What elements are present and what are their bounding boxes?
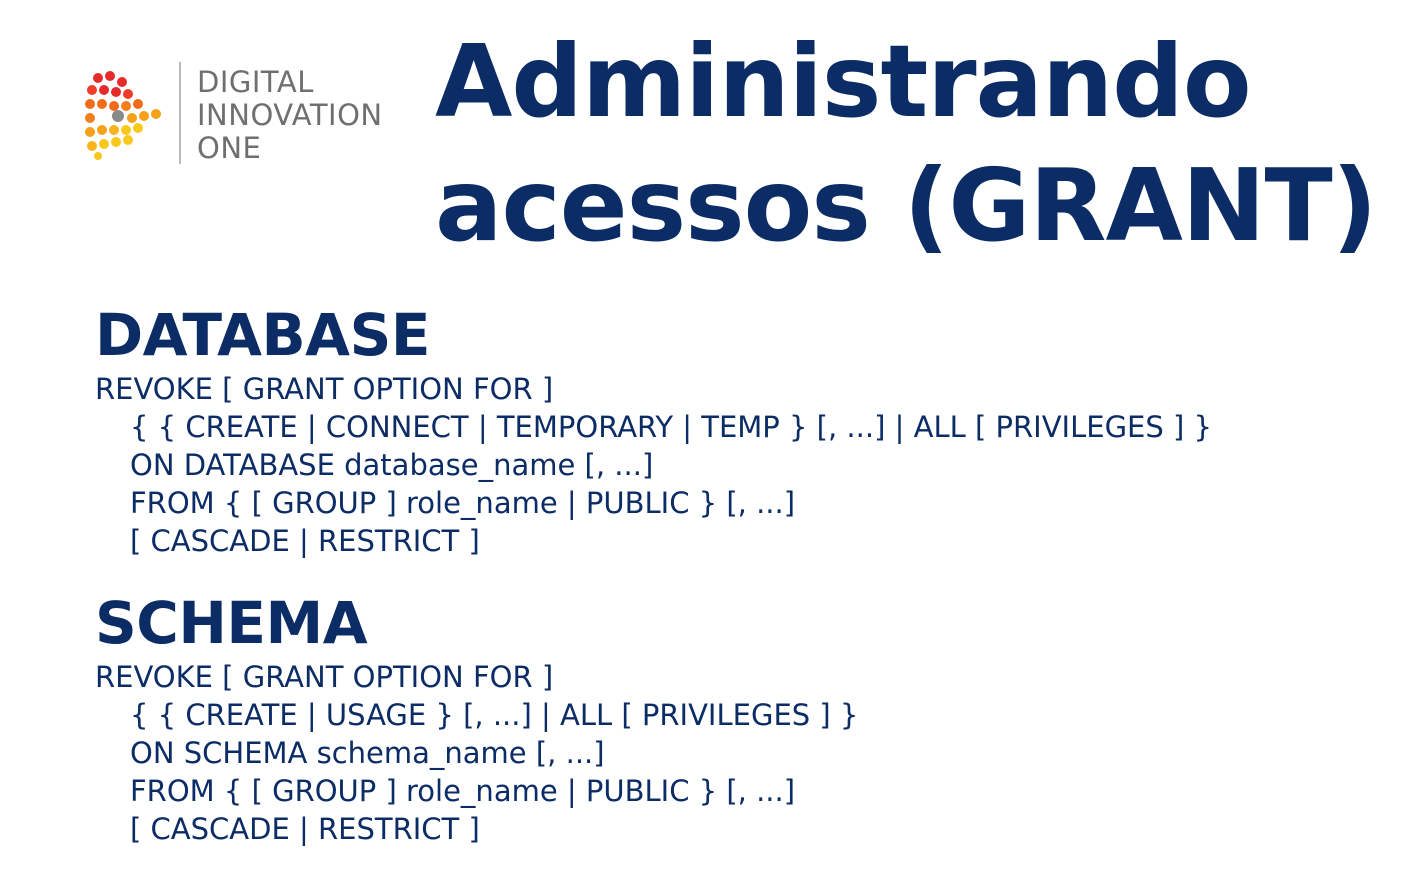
schema-heading: SCHEMA [95, 589, 368, 657]
database-syntax-line-1: REVOKE [ GRANT OPTION FOR ] [95, 372, 554, 406]
logo-text-line2: INNOVATION [197, 98, 383, 132]
logo-dots [85, 71, 161, 160]
database-section: DATABASE REVOKE [ GRANT OPTION FOR ] { {… [95, 302, 1375, 560]
database-heading: DATABASE [95, 301, 430, 369]
database-syntax-line-2: { { CREATE | CONNECT | TEMPORARY | TEMP … [130, 410, 1212, 444]
schema-syntax-line-2: { { CREATE | USAGE } [, ...] | ALL [ PRI… [130, 698, 859, 732]
play-dots-logo-icon [85, 71, 161, 160]
slide-title-line2: acessos (GRANT) [435, 147, 1377, 264]
schema-syntax-line-4: FROM { [ GROUP ] role_name | PUBLIC } [,… [130, 774, 796, 808]
database-syntax-line-3: ON DATABASE database_name [, ...] [130, 448, 654, 482]
logo-divider [179, 62, 181, 164]
database-syntax-line-4: FROM { [ GROUP ] role_name | PUBLIC } [,… [130, 486, 796, 520]
logo-wordmark: DIGITAL INNOVATION ONE [197, 66, 383, 165]
schema-syntax-line-5: [ CASCADE | RESTRICT ] [130, 812, 480, 846]
logo-text-line1: DIGITAL [197, 65, 314, 99]
schema-section: SCHEMA REVOKE [ GRANT OPTION FOR ] { { C… [95, 590, 1375, 848]
logo-text-line3: ONE [197, 131, 262, 165]
database-syntax-line-5: [ CASCADE | RESTRICT ] [130, 524, 480, 558]
slide-title-line1: Administrando [435, 23, 1252, 140]
schema-syntax-line-1: REVOKE [ GRANT OPTION FOR ] [95, 660, 554, 694]
slide-title: Administrando acessos (GRANT) [435, 20, 1377, 268]
digital-innovation-one-logo: DIGITAL INNOVATION ONE [84, 62, 414, 166]
schema-syntax-line-3: ON SCHEMA schema_name [, ...] [130, 736, 605, 770]
